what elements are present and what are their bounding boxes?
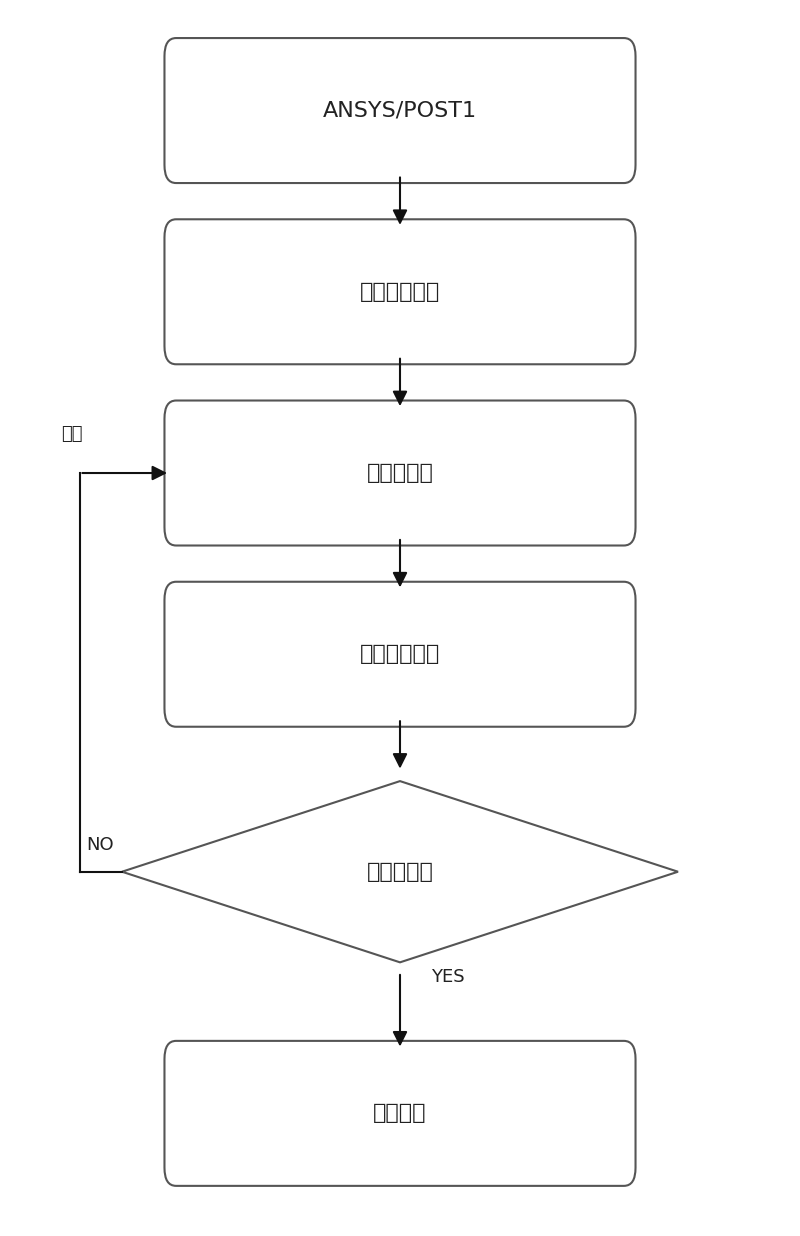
FancyBboxPatch shape xyxy=(165,1041,635,1185)
FancyBboxPatch shape xyxy=(165,582,635,727)
Text: 求解提取拉索: 求解提取拉索 xyxy=(360,644,440,664)
FancyBboxPatch shape xyxy=(165,219,635,365)
Text: YES: YES xyxy=(431,968,465,986)
Text: 定义相应数组: 定义相应数组 xyxy=(360,282,440,302)
Text: 修正: 修正 xyxy=(61,425,82,442)
Text: NO: NO xyxy=(86,836,114,854)
Text: 存储输出: 存储输出 xyxy=(374,1104,426,1124)
Text: ANSYS/POST1: ANSYS/POST1 xyxy=(323,100,477,121)
FancyBboxPatch shape xyxy=(165,400,635,545)
Text: 与阀值比较: 与阀值比较 xyxy=(366,861,434,881)
Polygon shape xyxy=(122,781,678,963)
Text: 定义初应变: 定义初应变 xyxy=(366,464,434,483)
FancyBboxPatch shape xyxy=(165,38,635,183)
